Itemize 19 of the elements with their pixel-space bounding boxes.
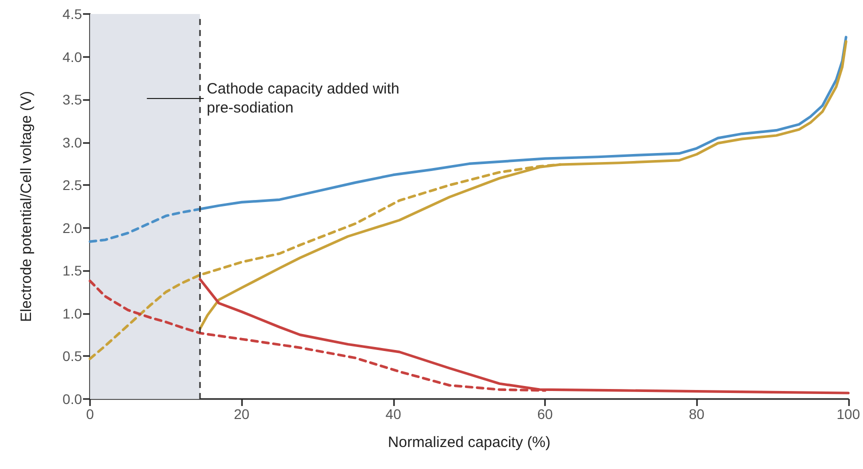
x-tick-label: 80 — [688, 406, 705, 422]
y-tick-label: 1.0 — [62, 305, 82, 322]
y-tick-label: 3.0 — [62, 134, 82, 150]
y-tick-label: 0.0 — [62, 391, 82, 407]
x-tick-label: 20 — [234, 406, 250, 422]
x-tick-label: 100 — [836, 406, 860, 422]
x-tick-label: 60 — [537, 406, 553, 422]
y-tick-label: 4.0 — [62, 48, 82, 65]
x-tick-label: 0 — [86, 406, 94, 422]
x-tick-label: 40 — [386, 406, 402, 422]
y-tick-label: 3.5 — [62, 92, 82, 108]
y-axis-title: Electrode potential/Cell voltage (V) — [18, 91, 35, 322]
y-tick-label: 0.5 — [62, 348, 82, 364]
x-axis-title: Normalized capacity (%) — [388, 434, 550, 451]
ref-line-label: Cathode capacity added with pre-sodiation — [206, 80, 404, 117]
y-tick-label: 2.0 — [62, 220, 82, 236]
y-tick-label: 2.5 — [62, 177, 82, 194]
y-tick-label: 4.5 — [62, 6, 82, 22]
y-tick-label: 1.5 — [62, 262, 82, 279]
